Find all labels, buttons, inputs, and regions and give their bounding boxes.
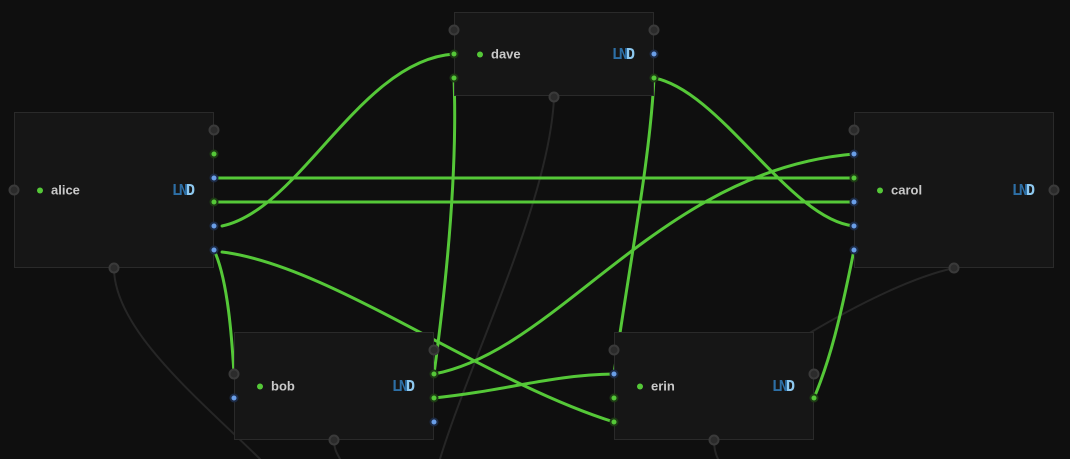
handle-port[interactable]: [608, 344, 620, 356]
handle-port[interactable]: [328, 434, 340, 446]
handle-port[interactable]: [948, 262, 960, 274]
node-label: erin: [651, 378, 675, 394]
channel-port[interactable]: [849, 173, 859, 183]
channel-wire[interactable]: [212, 248, 236, 376]
node-title: dave: [477, 47, 521, 62]
channel-port[interactable]: [809, 393, 819, 403]
channel-port[interactable]: [609, 369, 619, 379]
channel-port[interactable]: [429, 369, 439, 379]
handle-port[interactable]: [808, 368, 820, 380]
channel-port[interactable]: [229, 393, 239, 403]
channel-port[interactable]: [449, 49, 459, 59]
node-bob[interactable]: bob LND: [234, 332, 434, 440]
channel-port[interactable]: [609, 393, 619, 403]
handle-port[interactable]: [648, 24, 660, 36]
status-online-icon: [257, 383, 263, 389]
channel-port[interactable]: [849, 221, 859, 231]
channel-wire[interactable]: [652, 76, 856, 228]
channel-wire[interactable]: [432, 372, 616, 400]
handle-port[interactable]: [208, 124, 220, 136]
channel-port[interactable]: [429, 417, 439, 427]
channel-wire[interactable]: [432, 152, 856, 376]
channel-port[interactable]: [449, 73, 459, 83]
handle-port[interactable]: [548, 91, 560, 103]
channel-port[interactable]: [649, 73, 659, 83]
handle-port[interactable]: [448, 24, 460, 36]
idle-wire[interactable]: [789, 267, 955, 346]
handle-port[interactable]: [428, 344, 440, 356]
node-label: alice: [51, 182, 80, 198]
idle-wire[interactable]: [439, 96, 555, 459]
channel-port[interactable]: [209, 197, 219, 207]
node-alice[interactable]: alice LND: [14, 112, 214, 268]
node-title: erin: [637, 379, 675, 394]
node-erin[interactable]: erin LND: [614, 332, 814, 440]
node-label: dave: [491, 46, 521, 62]
node-label: carol: [891, 182, 923, 198]
channel-wire[interactable]: [432, 76, 457, 376]
lnd-logo-icon: LND: [771, 377, 795, 395]
channel-port[interactable]: [609, 417, 619, 427]
handle-port[interactable]: [8, 184, 20, 196]
channel-port[interactable]: [849, 245, 859, 255]
lnd-logo-icon: LND: [1011, 181, 1035, 199]
status-online-icon: [477, 51, 483, 57]
handle-port[interactable]: [708, 434, 720, 446]
node-title: alice: [37, 183, 80, 198]
channel-port[interactable]: [429, 393, 439, 403]
channel-port[interactable]: [649, 49, 659, 59]
handle-port[interactable]: [848, 124, 860, 136]
node-carol[interactable]: carol LND: [854, 112, 1054, 268]
channel-port[interactable]: [209, 149, 219, 159]
status-online-icon: [877, 187, 883, 193]
node-title: carol: [877, 183, 922, 198]
channel-wire[interactable]: [812, 248, 856, 400]
channel-port[interactable]: [849, 197, 859, 207]
lnd-logo-icon: LND: [391, 377, 415, 395]
node-title: bob: [257, 379, 295, 394]
channel-port[interactable]: [209, 245, 219, 255]
channel-port[interactable]: [209, 221, 219, 231]
channel-port[interactable]: [849, 149, 859, 159]
channel-port[interactable]: [209, 173, 219, 183]
handle-port[interactable]: [1048, 184, 1060, 196]
channel-wire[interactable]: [220, 250, 616, 424]
node-dave[interactable]: dave LND: [454, 12, 654, 96]
status-online-icon: [637, 383, 643, 389]
node-label: bob: [271, 378, 295, 394]
channel-wire[interactable]: [220, 52, 456, 228]
handle-port[interactable]: [108, 262, 120, 274]
channel-wire[interactable]: [612, 76, 656, 376]
lnd-logo-icon: LND: [611, 45, 635, 63]
handle-port[interactable]: [228, 368, 240, 380]
status-online-icon: [37, 187, 43, 193]
lnd-logo-icon: LND: [171, 181, 195, 199]
